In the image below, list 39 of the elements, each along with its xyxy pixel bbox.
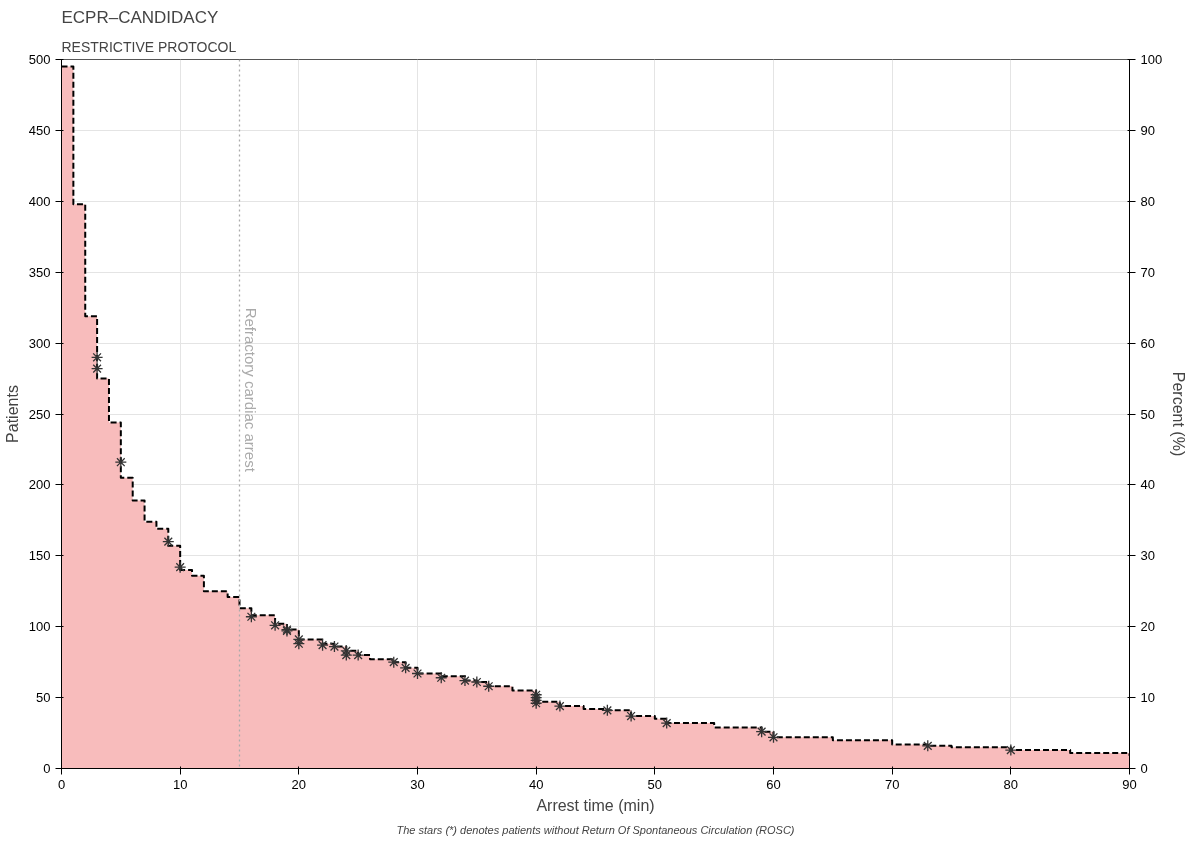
text: The stars (*) denotes patients without Return Of Spontaneous Circulation (ROSC): [396, 823, 795, 836]
x-tick-label: 30: [410, 776, 425, 792]
chart-title: ECPR–CANDIDACY: [61, 7, 219, 27]
x-tick-label: 0: [57, 776, 66, 792]
y-axis-title: Patients: [3, 385, 21, 443]
y-tick-label: 250: [28, 406, 51, 422]
y2-tick-label: 40: [1140, 477, 1155, 493]
y-tick-label: 400: [28, 193, 51, 209]
y-tick-label: 300: [28, 335, 51, 351]
x-tick-label: 20: [291, 776, 307, 792]
y2-tick-label: 70: [1140, 264, 1155, 280]
ref-line-label: Refractory cardiac arrest: [242, 307, 260, 473]
x-tick-label: 80: [1003, 776, 1019, 792]
y-tick-label: 100: [28, 619, 51, 635]
y2-tick-label: 20: [1140, 619, 1155, 635]
y-tick-label: 450: [28, 122, 51, 138]
x-tick-label: 90: [1122, 776, 1137, 792]
y-tick-label: 350: [28, 264, 51, 280]
x-tick-label: 10: [172, 776, 188, 792]
x-tick-label: 60: [766, 776, 781, 792]
chart-subtitle: RESTRICTIVE PROTOCOL: [61, 38, 237, 55]
y-tick-label: 500: [28, 52, 51, 67]
y2-tick-label: 80: [1140, 193, 1155, 209]
x-tick-label: 50: [647, 776, 663, 792]
y2-axis-title: Percent (%): [1170, 371, 1188, 457]
y2-tick-label: 60: [1140, 335, 1155, 351]
y-tick-label: 150: [28, 548, 51, 564]
y-tick-label: 50: [36, 690, 51, 706]
y2-tick-label: 0: [1140, 761, 1148, 776]
x-tick-label: 40: [528, 776, 544, 792]
x-axis-title: Arrest time (min): [536, 796, 655, 814]
y-tick-label: 200: [28, 477, 51, 493]
y-tick-label: 0: [43, 761, 51, 776]
y2-tick-label: 100: [1140, 52, 1163, 67]
y2-tick-label: 30: [1140, 548, 1155, 564]
x-tick-label: 70: [884, 776, 900, 792]
y2-tick-label: 10: [1140, 690, 1155, 706]
y2-tick-label: 90: [1140, 122, 1155, 138]
y2-tick-label: 50: [1140, 406, 1155, 422]
